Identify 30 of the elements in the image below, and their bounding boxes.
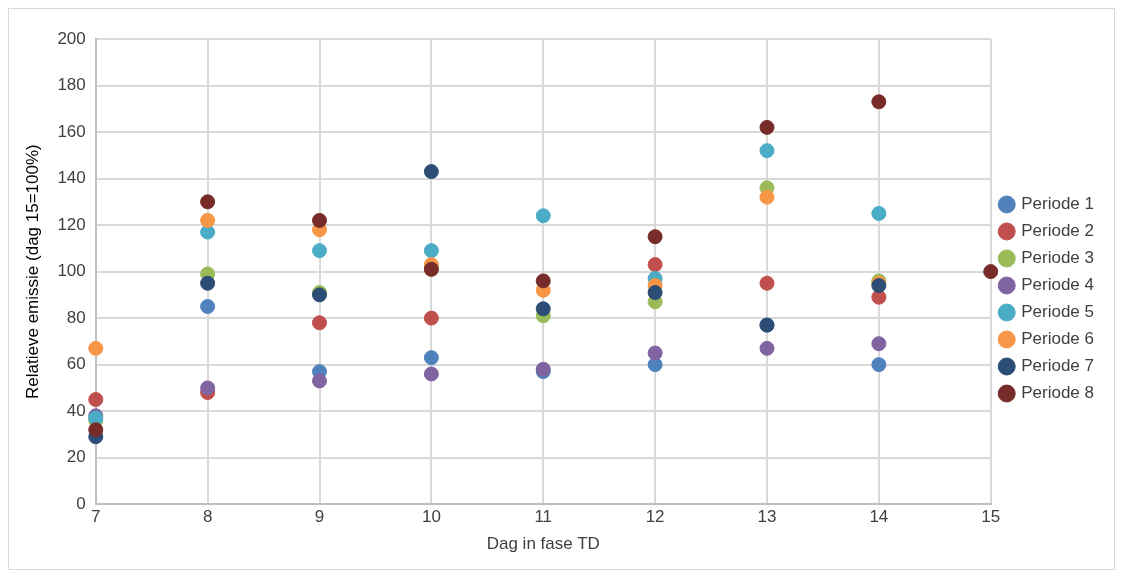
y-tick-label: 160 [57,121,86,141]
legend-label: Periode 3 [1021,248,1095,268]
y-tick-label: 120 [57,214,86,234]
y-tick-label: 40 [66,400,86,420]
legend-label: Periode 8 [1021,383,1095,403]
legend-label: Periode 2 [1021,221,1095,241]
x-tick-label: 9 [314,507,325,527]
legend-label: Periode 5 [1021,302,1095,322]
x-tick-label: 13 [757,507,777,527]
x-tick-label: 10 [421,507,441,527]
x-tick-label: 14 [869,507,889,527]
x-axis-title: Dag in fase TD [486,534,600,554]
y-tick-label: 20 [66,447,86,467]
legend-label: Periode 1 [1021,194,1095,214]
y-tick-label: 140 [57,168,86,188]
y-tick-label: 180 [57,75,86,95]
y-tick-label: 60 [66,354,86,374]
x-tick-label: 15 [981,507,1001,527]
legend-label: Periode 4 [1021,275,1095,295]
legend-label: Periode 6 [1021,329,1095,349]
x-tick-label: 11 [534,507,553,527]
x-tick-label: 8 [202,507,213,527]
x-tick-label: 12 [645,507,665,527]
y-tick-label: 80 [66,307,86,327]
y-tick-label: 100 [57,261,86,281]
x-tick-label: 7 [91,507,101,527]
legend-label: Periode 7 [1021,356,1095,376]
y-axis-title: Relatieve emissie (dag 15=100%) [22,144,42,399]
y-tick-label: 200 [57,28,86,48]
y-tick-label: 0 [76,493,86,513]
